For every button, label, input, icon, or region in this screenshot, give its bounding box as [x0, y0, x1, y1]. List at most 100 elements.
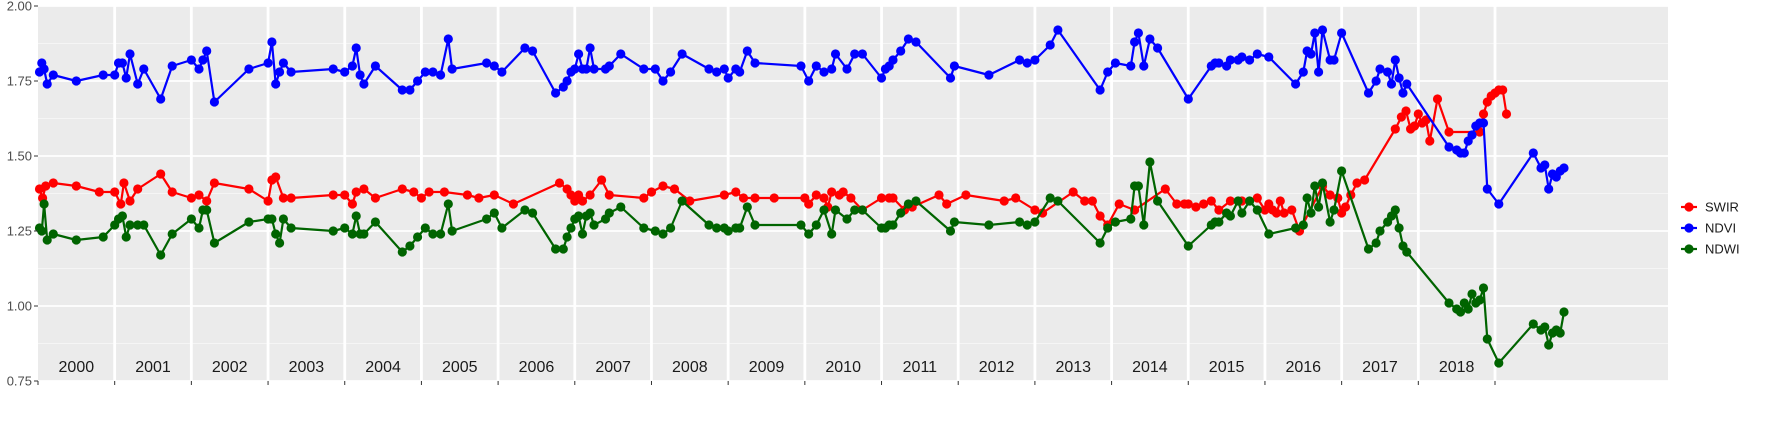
ndwi-point	[428, 229, 438, 239]
ndwi-point	[405, 241, 415, 251]
ndwi-point	[489, 208, 499, 218]
ndwi-point	[271, 229, 281, 239]
legend-key-point	[1684, 202, 1694, 212]
swir-point	[125, 196, 135, 206]
ndvi-point	[1145, 34, 1155, 44]
swir-point	[1444, 127, 1454, 137]
ndvi-point	[497, 67, 507, 77]
swir-point	[370, 193, 380, 203]
ndvi-point	[117, 58, 127, 68]
swir-point	[397, 184, 407, 194]
ndwi-point	[167, 229, 177, 239]
ndwi-point	[574, 211, 584, 221]
ndvi-point	[156, 94, 166, 104]
swir-point	[811, 190, 821, 200]
ndwi-point	[1528, 319, 1538, 329]
year-label: 2009	[749, 359, 785, 376]
ndwi-point	[1103, 223, 1113, 233]
swir-point	[1409, 121, 1420, 131]
ndwi-point	[1245, 196, 1255, 206]
swir-point	[1271, 208, 1282, 218]
ndvi-point	[209, 97, 219, 107]
ndwi-point	[1030, 217, 1040, 227]
ndvi-point	[405, 85, 415, 95]
ndvi-point	[1371, 76, 1381, 86]
series-layer	[34, 25, 1569, 368]
y-tick-label: 1.50	[7, 149, 32, 164]
ndvi-point	[1053, 25, 1063, 35]
swir-point	[1413, 109, 1423, 119]
ndvi-point	[1482, 184, 1492, 194]
ndvi-point	[39, 64, 49, 74]
ndwi-point	[742, 202, 752, 212]
ndwi-point	[156, 250, 166, 260]
ndwi-point	[811, 220, 821, 230]
ndvi-point	[704, 64, 714, 74]
ndvi-point	[876, 73, 887, 83]
swir-point	[94, 187, 104, 197]
ndwi-point	[1183, 241, 1193, 251]
ndvi-point	[911, 37, 921, 47]
swir-point	[48, 178, 58, 188]
ndvi-point	[1478, 118, 1489, 128]
ndwi-point	[1482, 334, 1492, 344]
swir-point	[1214, 205, 1224, 215]
ndvi-point	[819, 67, 829, 77]
ndvi-point	[1386, 79, 1397, 89]
ndwi-point	[497, 223, 507, 233]
ndvi-point	[482, 58, 492, 68]
ndvi-point	[735, 67, 745, 77]
ndwi-point	[1126, 214, 1136, 224]
swir-point	[186, 193, 196, 203]
ndvi-point	[370, 61, 380, 71]
swir-point	[961, 190, 971, 200]
ndvi-point	[351, 43, 361, 53]
ndwi-point	[577, 229, 588, 239]
swir-point	[439, 187, 449, 197]
ndwi-point	[589, 220, 599, 230]
ndwi-point	[1306, 208, 1316, 218]
swir-point	[340, 190, 350, 200]
ndvi-point	[896, 46, 906, 56]
y-tick-label: 1.75	[7, 74, 32, 89]
ndwi-point	[1145, 157, 1155, 167]
swir-point	[738, 193, 749, 203]
swir-point	[1172, 199, 1182, 209]
year-label: 2006	[519, 359, 555, 376]
ndwi-point	[639, 223, 649, 233]
ndwi-point	[888, 220, 898, 230]
ndvi-point	[796, 61, 806, 71]
ndvi-point	[359, 79, 369, 89]
swir-point	[719, 190, 729, 200]
ndvi-point	[447, 64, 457, 74]
swir-point	[424, 187, 434, 197]
swir-point	[1252, 193, 1262, 203]
swir-point	[1114, 199, 1124, 209]
ndwi-point	[1455, 307, 1466, 317]
ndwi-point	[896, 208, 906, 218]
swir-point	[942, 199, 952, 209]
swir-point	[1498, 85, 1508, 95]
ndvi-point	[551, 88, 561, 98]
swir-point	[1478, 109, 1489, 119]
swir-point	[1080, 196, 1090, 206]
ndwi-point	[436, 229, 446, 239]
ndvi-point	[167, 61, 177, 71]
legend-label: NDWI	[1705, 242, 1740, 257]
ndvi-point	[1306, 49, 1316, 59]
ndwi-point	[1402, 247, 1412, 257]
ndwi-point	[520, 205, 530, 215]
swir-point	[838, 187, 848, 197]
year-label: 2010	[825, 359, 861, 376]
ndvi-point	[945, 73, 956, 83]
ndwi-point	[1153, 196, 1163, 206]
ndvi-point	[520, 43, 530, 53]
ndwi-point	[1053, 196, 1063, 206]
ndvi-point	[1559, 163, 1569, 173]
ndwi-point	[1133, 181, 1143, 191]
swir-point	[351, 187, 361, 197]
swir-point	[934, 190, 944, 200]
ndvi-point	[827, 64, 837, 74]
ndwi-point	[1314, 202, 1324, 212]
